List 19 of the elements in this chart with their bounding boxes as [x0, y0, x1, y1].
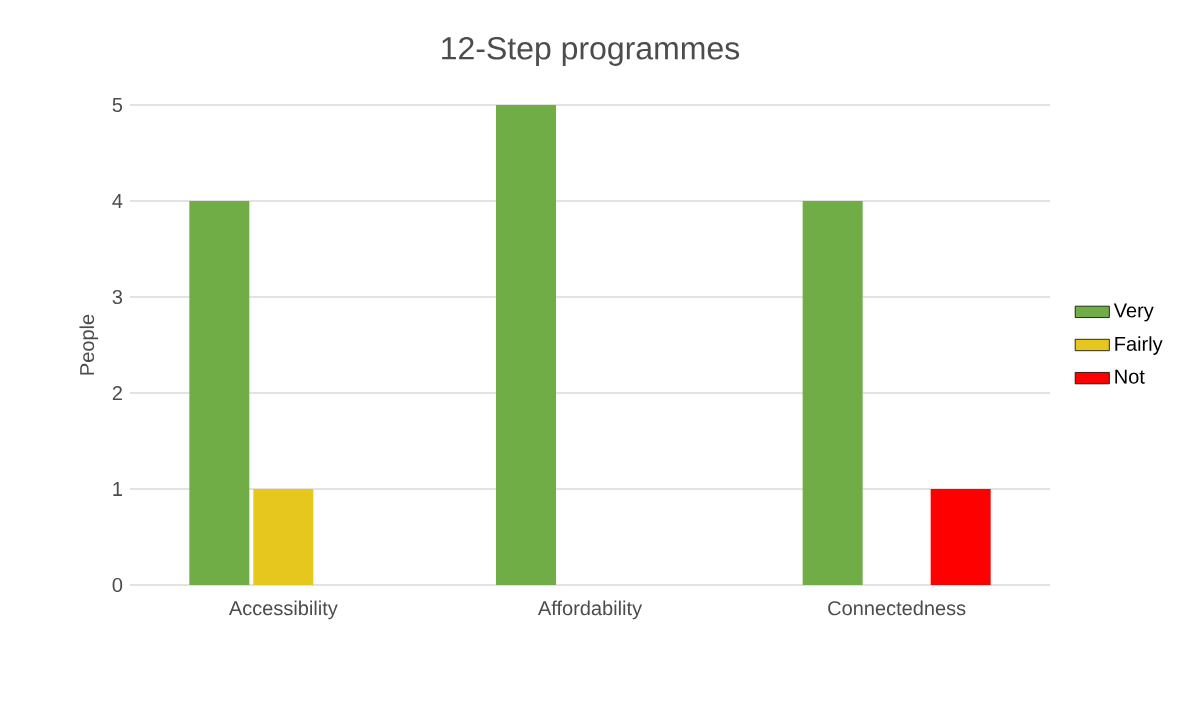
- y-tick-label: 2: [112, 386, 122, 400]
- bar: [189, 201, 250, 585]
- y-tick-label: 4: [112, 194, 123, 208]
- legend-label: Fairly: [1115, 336, 1163, 355]
- bar: [253, 489, 314, 585]
- y-tick-label: 3: [112, 289, 123, 305]
- y-axis-title: People: [79, 314, 99, 375]
- y-tick-label: 1: [113, 482, 122, 496]
- chart-title: 12-Step programmes: [442, 36, 740, 66]
- x-tick-label: Affordability: [537, 600, 643, 620]
- y-tick-label: 5: [112, 98, 123, 112]
- bar: [496, 105, 556, 585]
- x-tick-label: Accessibility: [228, 600, 338, 620]
- legend-label: Very: [1113, 303, 1154, 322]
- bar: [802, 201, 863, 585]
- y-tick-label: 0: [112, 577, 123, 593]
- legend-label: Not: [1115, 369, 1145, 384]
- bar: [930, 489, 991, 585]
- x-tick-label: Connectedness: [828, 600, 966, 616]
